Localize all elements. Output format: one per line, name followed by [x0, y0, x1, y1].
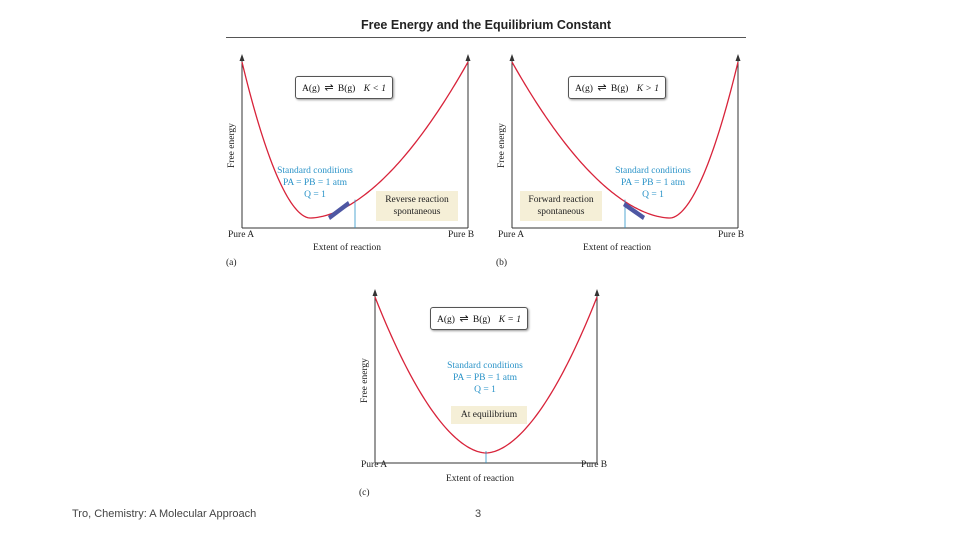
- note-line-2: spontaneous: [393, 207, 441, 217]
- footer-source: Tro, Chemistry: A Molecular Approach: [72, 508, 257, 520]
- pure-b-label: Pure B: [448, 230, 475, 240]
- y-axis-label: Free energy: [360, 358, 370, 403]
- conditions-line-3: Q = 1: [474, 385, 496, 395]
- equation-product: B(g): [472, 315, 491, 325]
- equation-product: B(g): [610, 84, 629, 94]
- reverse-direction-arrow: [328, 201, 350, 220]
- right-boundary-arrowhead: [735, 54, 741, 61]
- pure-a-label: Pure A: [498, 230, 525, 240]
- k-relation: K > 1: [636, 84, 659, 94]
- note-line-1: Forward reaction: [528, 195, 594, 205]
- panel-a: Free energy A(g) ⇌ B(g) K < 1 Standard c…: [222, 48, 492, 288]
- equation-reactant: A(g): [437, 315, 455, 325]
- right-boundary-arrowhead: [465, 54, 471, 61]
- equation-box: A(g) ⇌ B(g) K = 1: [430, 307, 528, 330]
- y-axis-arrowhead: [239, 54, 245, 61]
- conditions-line-2: PA = PB = 1 atm: [621, 178, 685, 188]
- slide-title: Free Energy and the Equilibrium Constant: [360, 18, 612, 32]
- y-axis-label: Free energy: [497, 123, 507, 168]
- x-axis-label: Extent of reaction: [446, 474, 515, 484]
- equation-box: A(g) ⇌ B(g) K > 1: [568, 76, 666, 99]
- standard-conditions: Standard conditions PA = PB = 1 atm Q = …: [440, 360, 530, 396]
- spontaneity-note: Forward reaction spontaneous: [520, 191, 602, 221]
- y-axis-arrowhead: [372, 289, 378, 296]
- equation-box: A(g) ⇌ B(g) K < 1: [295, 76, 393, 99]
- equilibrium-note: At equilibrium: [451, 406, 527, 424]
- panel-b-plot: [509, 54, 741, 229]
- panel-label: (b): [496, 258, 508, 268]
- panel-label: (c): [359, 488, 370, 498]
- x-axis-label: Extent of reaction: [583, 243, 652, 253]
- equation-reactant: A(g): [575, 84, 593, 94]
- equilibrium-arrows-icon: ⇌: [324, 81, 334, 94]
- conditions-line-1: Standard conditions: [447, 361, 523, 371]
- panel-c-plot: [372, 289, 600, 464]
- conditions-line-3: Q = 1: [642, 190, 664, 200]
- k-relation: K < 1: [363, 84, 386, 94]
- note-line-2: spontaneous: [537, 207, 585, 217]
- conditions-line-1: Standard conditions: [277, 166, 353, 176]
- k-relation: K = 1: [498, 315, 521, 325]
- panel-a-plot: [239, 54, 471, 229]
- spontaneity-note: Reverse reaction spontaneous: [376, 191, 458, 221]
- x-axis-label: Extent of reaction: [313, 243, 382, 253]
- pure-b-label: Pure B: [581, 460, 608, 470]
- panel-label: (a): [226, 258, 237, 268]
- conditions-line-2: PA = PB = 1 atm: [283, 178, 347, 188]
- title-rule: [226, 37, 746, 38]
- note-line-1: At equilibrium: [460, 410, 518, 420]
- panel-b: Free energy A(g) ⇌ B(g) K > 1 Standard c…: [492, 48, 762, 288]
- pure-a-label: Pure A: [228, 230, 255, 240]
- equilibrium-arrows-icon: ⇌: [597, 81, 607, 94]
- equation-reactant: A(g): [302, 84, 320, 94]
- y-axis-label: Free energy: [227, 123, 237, 168]
- pure-a-label: Pure A: [361, 460, 388, 470]
- right-boundary-arrowhead: [594, 289, 600, 296]
- conditions-line-2: PA = PB = 1 atm: [453, 373, 517, 383]
- standard-conditions: Standard conditions PA = PB = 1 atm Q = …: [270, 165, 360, 201]
- y-axis-arrowhead: [509, 54, 515, 61]
- conditions-line-3: Q = 1: [304, 190, 326, 200]
- note-line-1: Reverse reaction: [385, 195, 449, 205]
- page-number: 3: [475, 508, 482, 520]
- standard-conditions: Standard conditions PA = PB = 1 atm Q = …: [608, 165, 698, 201]
- forward-direction-arrow: [623, 202, 645, 220]
- pure-b-label: Pure B: [718, 230, 745, 240]
- equilibrium-arrows-icon: ⇌: [459, 312, 469, 325]
- conditions-line-1: Standard conditions: [615, 166, 691, 176]
- equation-product: B(g): [337, 84, 356, 94]
- panel-c: Free energy A(g) ⇌ B(g) K = 1 Standard c…: [355, 283, 625, 523]
